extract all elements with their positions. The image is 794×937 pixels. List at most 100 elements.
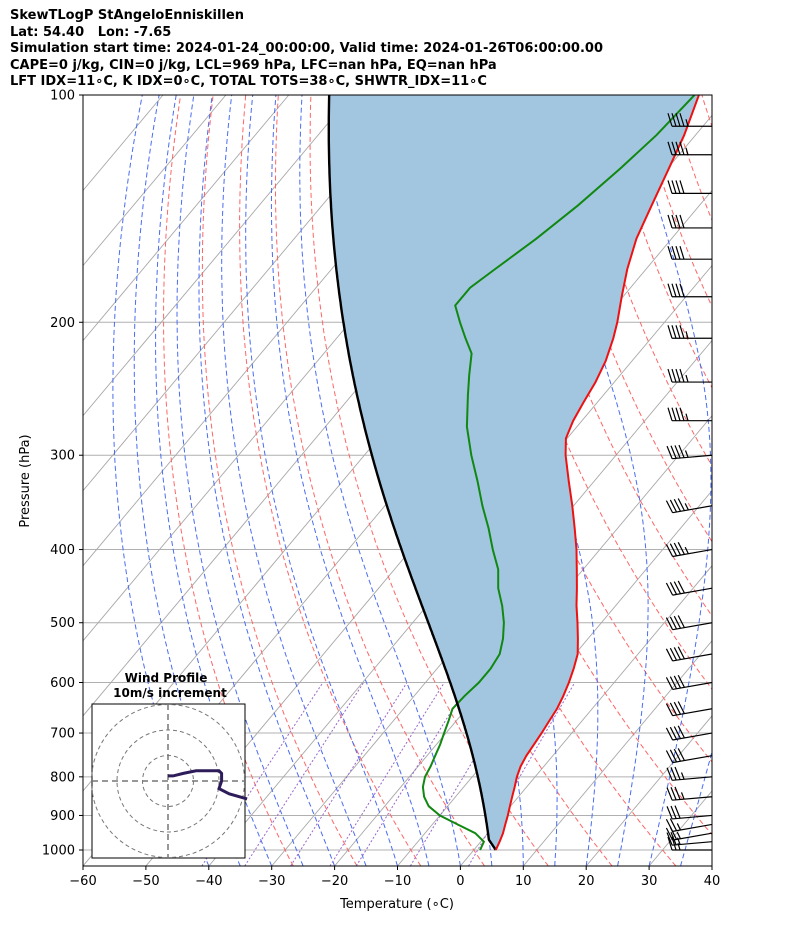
mixing-ratio-line	[244, 682, 365, 866]
mixing-ratio-line	[290, 682, 408, 866]
wind-barb	[665, 580, 712, 596]
y-axis-label: Pressure (hPa)	[18, 434, 33, 527]
y-tick-label: 400	[50, 543, 75, 558]
wind-barb	[665, 748, 712, 764]
wind-barb	[667, 246, 712, 260]
wind-barb	[667, 180, 712, 195]
x-axis-label: Temperature (∘C)	[339, 897, 454, 912]
wind-barb	[666, 444, 712, 460]
wind-barb	[666, 766, 712, 781]
moist-adiabat	[628, 95, 712, 866]
x-tick-label: −30	[258, 874, 285, 889]
moist-adiabat	[155, 95, 273, 866]
y-tick-label: 100	[50, 89, 75, 104]
wind-barb	[667, 214, 712, 229]
moist-adiabat	[245, 95, 398, 866]
wind-barb	[665, 701, 712, 717]
isotherm-line	[83, 95, 353, 417]
dry-adiabat	[734, 95, 794, 866]
dry-adiabat	[201, 95, 358, 866]
wind-barb	[665, 498, 712, 514]
dry-adiabat	[163, 95, 294, 866]
isotherm-line	[83, 95, 415, 492]
moist-adiabat	[270, 95, 430, 866]
time-label: Simulation start time: 2024-01-24_00:00:…	[10, 41, 603, 56]
dewpoint-line	[421, 95, 696, 851]
isotherm-line	[460, 565, 712, 866]
y-tick-label: 1000	[42, 844, 75, 859]
x-tick-label: 10	[515, 874, 532, 889]
y-tick-label: 300	[50, 449, 75, 464]
chart-header: SkewTLogP StAngeloEnniskillen Lat: 54.40…	[10, 8, 603, 91]
temperature-line	[494, 95, 700, 851]
wind-barb	[665, 674, 712, 691]
wind-barb	[665, 725, 712, 741]
hodograph-inset: Wind Profile 10m/s increment	[91, 671, 248, 859]
x-tick-label: 30	[641, 874, 658, 889]
x-tick-label: −20	[321, 874, 348, 889]
dry-adiabat	[275, 95, 485, 866]
wind-barb	[665, 818, 712, 832]
x-tick-label: −10	[384, 874, 411, 889]
moist-adiabat	[299, 95, 461, 866]
x-tick-label: −40	[195, 874, 222, 889]
cape-cin-shading	[328, 95, 699, 850]
dry-adiabat	[636, 95, 712, 308]
y-tick-label: 200	[50, 316, 75, 331]
hodograph-trace	[168, 769, 248, 801]
moist-adiabat	[198, 95, 336, 866]
mixing-ratio-line	[355, 682, 470, 866]
wind-barb	[665, 542, 712, 558]
y-axis-ticks: 100 200 300 400 500 600 700 800 900 1000	[42, 89, 83, 859]
hodograph-ring	[91, 704, 245, 858]
hodograph-ring	[142, 755, 194, 807]
stability-indices: LFT IDX=11∘C, K IDX=0∘C, TOTAL TOTS=38∘C…	[10, 74, 487, 89]
wind-barb	[667, 368, 712, 383]
wind-barb	[665, 646, 712, 662]
dry-adiabat	[571, 95, 712, 467]
y-tick-label: 600	[50, 676, 75, 691]
dry-adiabat	[538, 95, 712, 543]
x-tick-label: −50	[132, 874, 159, 889]
moist-adiabat	[680, 749, 712, 866]
hodograph-ring	[116, 729, 220, 833]
y-tick-label: 900	[50, 809, 75, 824]
y-tick-label: 700	[50, 727, 75, 742]
y-tick-label: 800	[50, 770, 75, 785]
isotherm-line	[711, 865, 712, 866]
dry-adiabat	[668, 95, 712, 222]
stability-params: CAPE=0 j/kg, CIN=0 j/kg, LCL=969 hPa, LF…	[10, 57, 497, 73]
isotherm-line	[522, 640, 712, 866]
moist-adiabat	[221, 95, 367, 866]
dry-adiabat	[309, 95, 549, 866]
chart-title: SkewTLogP StAngeloEnniskillen	[10, 8, 244, 23]
moist-adiabat	[536, 95, 649, 866]
wind-barb	[666, 805, 712, 820]
x-tick-label: 40	[704, 874, 721, 889]
wind-barb	[667, 407, 712, 422]
isotherm-line	[271, 339, 712, 866]
wind-barb	[667, 113, 712, 127]
x-axis-ticks: −60 −50 −40 −30 −20 −10 0 10 20 30 40	[69, 866, 720, 889]
isotherm-line	[83, 95, 290, 342]
x-tick-label: 20	[578, 874, 595, 889]
isotherm-line	[83, 95, 227, 267]
x-tick-label: 0	[456, 874, 464, 889]
location-label: Lat: 54.40 Lon: -7.65	[10, 24, 172, 40]
x-tick-label: −60	[69, 874, 96, 889]
isotherm-line	[585, 715, 712, 866]
parcel-profile-line	[327, 95, 497, 851]
moist-adiabat	[711, 864, 712, 866]
wind-barbs	[665, 113, 712, 851]
hodograph-title: Wind Profile	[125, 671, 208, 685]
hodograph-subtitle: 10m/s increment	[113, 686, 227, 700]
wind-barb	[666, 786, 712, 801]
dry-adiabat	[701, 95, 712, 129]
y-tick-label: 500	[50, 616, 75, 631]
mixing-ratio-line	[329, 682, 445, 866]
dry-adiabat	[767, 95, 794, 866]
wind-barb	[667, 283, 712, 298]
wind-barb	[665, 615, 712, 631]
wind-barb	[667, 325, 712, 339]
